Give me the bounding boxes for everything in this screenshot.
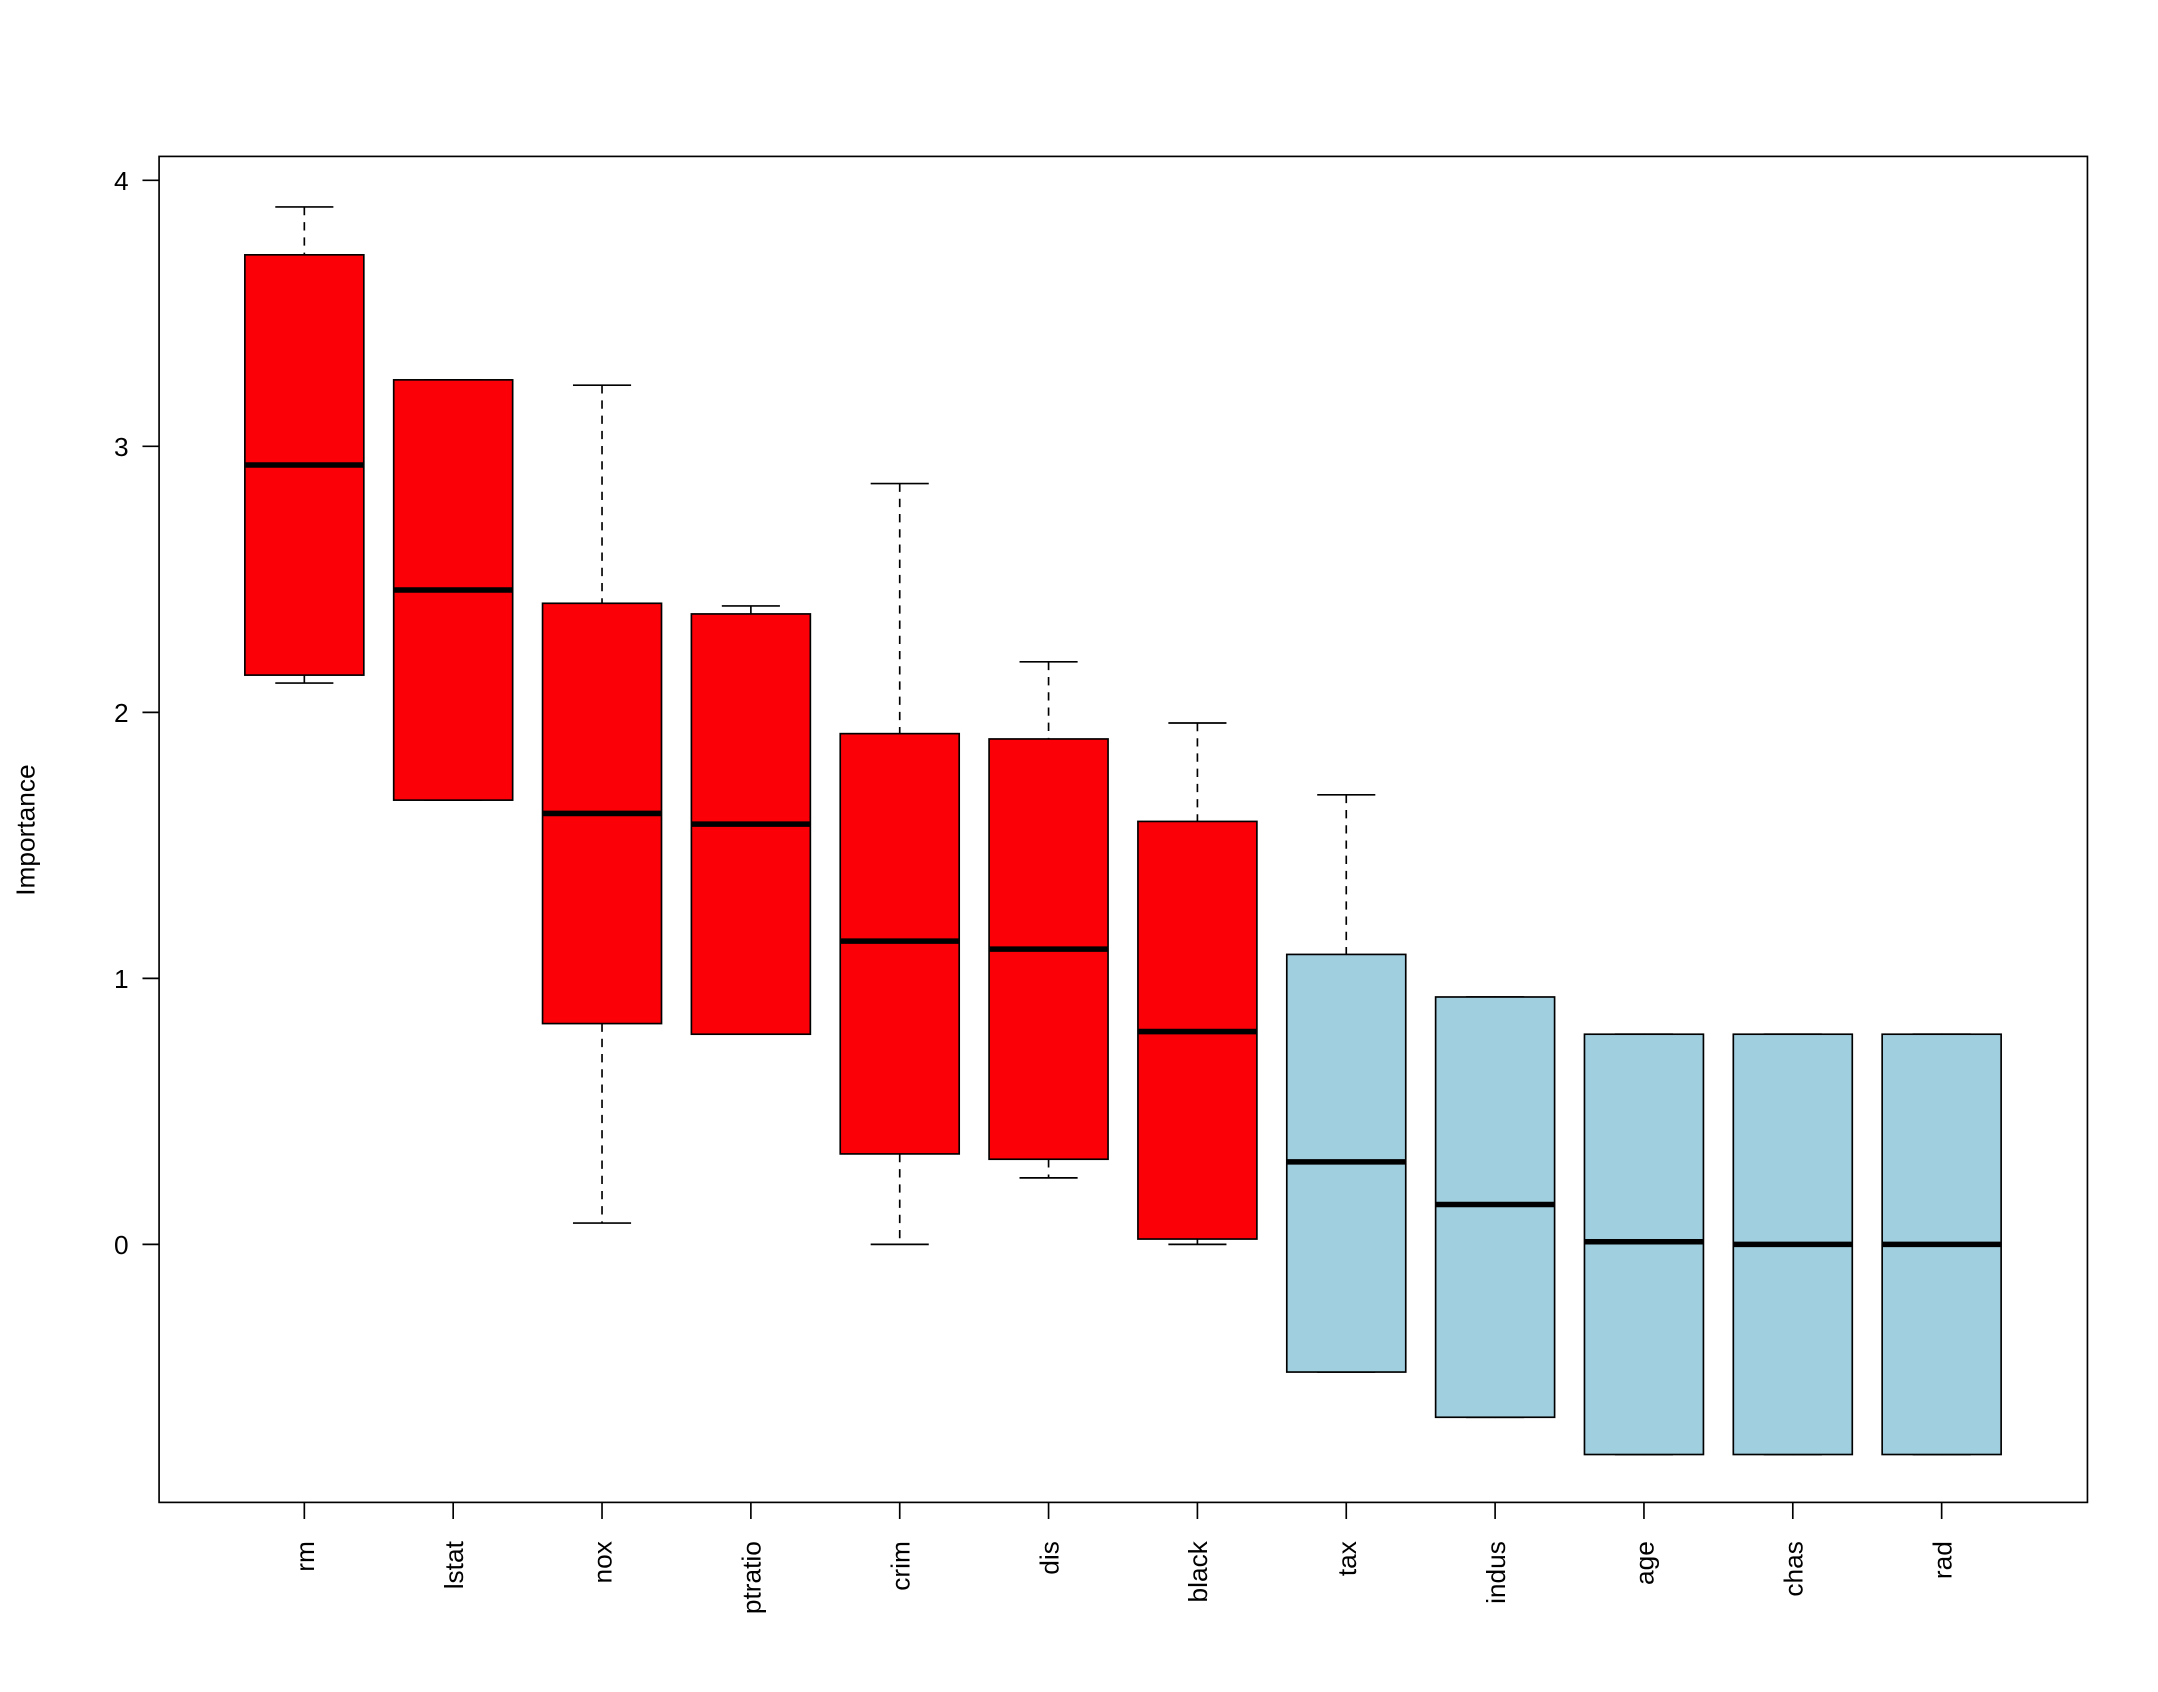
y-tick-label: 3 xyxy=(114,432,129,462)
x-tick-label: crim xyxy=(885,1541,915,1591)
y-tick-label: 0 xyxy=(114,1230,129,1260)
x-tick-label: tax xyxy=(1332,1541,1362,1576)
x-tick-label: chas xyxy=(1778,1541,1808,1596)
y-tick-label: 4 xyxy=(114,166,129,196)
plot-frame xyxy=(158,155,2089,1504)
x-tick-label: lstat xyxy=(439,1540,469,1589)
y-tick-label: 1 xyxy=(114,964,129,994)
x-tick-label: indus xyxy=(1481,1541,1511,1604)
x-tick-label: black xyxy=(1183,1540,1213,1602)
x-tick-label: nox xyxy=(588,1541,618,1583)
y-tick-label: 2 xyxy=(114,698,129,728)
x-tick-label: dis xyxy=(1034,1541,1064,1575)
x-tick-label: rad xyxy=(1927,1541,1957,1579)
x-tick-label: rm xyxy=(290,1541,320,1572)
x-tick-label: age xyxy=(1630,1541,1660,1585)
y-axis-label: Importance xyxy=(11,764,41,895)
x-tick-label: ptratio xyxy=(737,1541,767,1614)
